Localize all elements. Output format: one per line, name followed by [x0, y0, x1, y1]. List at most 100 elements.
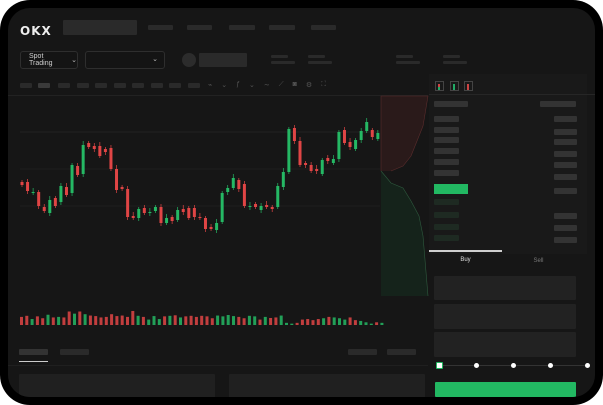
orderbook-amount-cell[interactable] — [554, 225, 577, 231]
volume-bar — [380, 322, 384, 325]
settings-icon[interactable]: ⚙ — [305, 82, 313, 89]
filter-button[interactable] — [348, 349, 377, 355]
candle-body — [331, 159, 335, 163]
orderbook-price-cell[interactable] — [434, 224, 459, 230]
candle-body — [215, 223, 219, 230]
timeframe-button[interactable] — [77, 83, 89, 88]
candle-body — [248, 206, 252, 207]
orderbook-price-cell[interactable] — [434, 148, 459, 154]
orderbook-price-cell[interactable] — [434, 137, 459, 143]
orderbook-amount-cell[interactable] — [554, 129, 577, 135]
volume-bar — [247, 315, 251, 325]
timeframe-button[interactable] — [114, 83, 126, 88]
candle-type-icon[interactable]: ⌁ — [208, 82, 213, 89]
nav-item[interactable] — [229, 25, 255, 30]
orderbook-price-cell[interactable] — [434, 199, 459, 205]
fullscreen-icon[interactable]: ⛶ — [321, 81, 327, 88]
header-search-placeholder[interactable] — [63, 20, 137, 35]
timeframe-button[interactable] — [20, 83, 32, 88]
slider-stop[interactable] — [510, 363, 516, 368]
orderbook-amount-cell[interactable] — [554, 237, 577, 243]
orderbook-amount-cell[interactable] — [554, 116, 577, 122]
candle — [281, 168, 285, 190]
timeframe-button[interactable] — [58, 83, 70, 88]
slider-stop[interactable] — [584, 363, 590, 368]
volume-bar — [136, 315, 140, 325]
orderbook-amount-cell[interactable] — [554, 151, 577, 157]
camera-icon[interactable]: ◙ — [292, 81, 297, 88]
candle — [53, 196, 57, 208]
volume-bar — [285, 322, 288, 325]
volume-bar — [110, 314, 114, 325]
nav-item[interactable] — [187, 25, 212, 30]
orderbook-amount-cell[interactable] — [554, 162, 577, 168]
candle-body — [242, 184, 246, 206]
timeframe-button[interactable] — [188, 83, 200, 88]
orderbook-price-cell[interactable] — [434, 159, 459, 165]
candle-body — [148, 212, 152, 213]
orderbook-amount-cell[interactable] — [540, 101, 576, 107]
candle-body — [376, 133, 380, 139]
candle-body — [142, 208, 146, 213]
slider-stop[interactable] — [547, 363, 553, 368]
slider-stop[interactable] — [473, 363, 479, 368]
candle — [120, 185, 124, 191]
orderbook-view-asks-icon[interactable] — [464, 81, 473, 91]
candle — [31, 188, 35, 195]
timeframe-button[interactable] — [169, 83, 181, 88]
orderbook-price-cell[interactable] — [434, 116, 459, 122]
tab-order-history[interactable] — [60, 349, 89, 355]
filter-button[interactable] — [387, 349, 416, 355]
orderbook-price-cell[interactable] — [434, 235, 459, 241]
price-input[interactable] — [434, 276, 576, 300]
candle-body — [304, 163, 308, 165]
okx-logo[interactable]: OKX — [20, 22, 60, 37]
orderbook-price-cell[interactable] — [434, 101, 468, 107]
candle-body — [226, 188, 230, 192]
orderbook-view-both-icon[interactable] — [435, 81, 444, 91]
line-tool-icon[interactable]: ∼ — [263, 82, 270, 89]
candle — [304, 161, 308, 168]
amount-input[interactable] — [434, 304, 576, 329]
candle — [42, 204, 46, 213]
slider-handle[interactable] — [436, 362, 443, 369]
candle-body — [115, 169, 119, 190]
candle — [165, 214, 169, 225]
orderbook-price-cell[interactable] — [434, 127, 459, 133]
total-input[interactable] — [434, 332, 576, 357]
tab-sell[interactable]: Sell — [533, 258, 544, 264]
spot-trading-dropdown[interactable]: Spot Trading ⌄ — [20, 51, 78, 69]
timeframe-button[interactable] — [132, 83, 144, 88]
orderbook-price-cell[interactable] — [434, 212, 459, 218]
nav-item[interactable] — [311, 25, 336, 30]
candle — [142, 205, 146, 215]
candle — [115, 165, 119, 193]
candle — [215, 219, 219, 233]
tab-active-underline — [19, 361, 48, 362]
nav-item[interactable] — [269, 25, 295, 30]
tab-open-orders[interactable] — [19, 349, 48, 355]
candlestick-chart[interactable] — [8, 8, 595, 397]
candle — [276, 183, 280, 209]
candle-body — [70, 165, 74, 193]
ruler-icon[interactable]: ⟋ — [278, 81, 284, 88]
buy-button[interactable] — [435, 382, 576, 397]
timeframe-button[interactable] — [151, 83, 163, 88]
indicator-icon[interactable]: ƒ — [236, 81, 240, 88]
orderbook-price-cell[interactable] — [434, 170, 459, 176]
chevron-down-icon[interactable]: ⌄ — [221, 82, 228, 89]
timeframe-button[interactable] — [38, 83, 50, 88]
orderbook-amount-cell[interactable] — [554, 213, 577, 219]
orderbook-amount-cell[interactable] — [554, 139, 577, 145]
pair-dropdown[interactable]: ⌄ — [85, 51, 165, 69]
chevron-down-icon[interactable]: ⌄ — [249, 82, 255, 89]
tab-buy[interactable]: Buy — [460, 257, 471, 263]
orderbook-amount-cell[interactable] — [554, 174, 577, 180]
nav-item[interactable] — [148, 25, 173, 30]
timeframe-button[interactable] — [95, 83, 107, 88]
orderbook-amount-cell[interactable] — [554, 188, 577, 194]
orderbook-view-bids-icon[interactable] — [450, 81, 459, 91]
volume-bar — [200, 315, 204, 325]
candle — [254, 202, 258, 209]
candle — [131, 212, 135, 220]
